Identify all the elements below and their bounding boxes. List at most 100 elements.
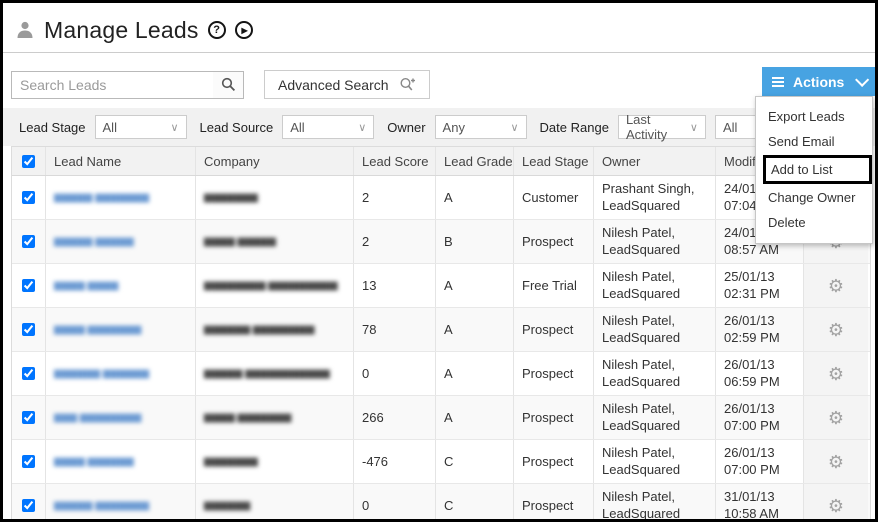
gear-icon[interactable]: ⚙ bbox=[827, 407, 845, 428]
search-plus-icon bbox=[400, 77, 415, 91]
column-header-lead-stage[interactable]: Lead Stage bbox=[514, 147, 594, 175]
menu-item-delete[interactable]: Delete bbox=[768, 215, 806, 230]
lead-grade-cell: A bbox=[436, 176, 514, 219]
lead-stage-cell: Prospect bbox=[514, 308, 594, 351]
filter-label-date-range: Date Range bbox=[539, 119, 609, 135]
table-row: ▆▆▆▆ ▆▆▆▆ ▆▆▆▆▆▆▆▆ ▆▆▆▆▆▆▆▆▆ 13 A Free T… bbox=[12, 264, 870, 308]
chevron-down-icon: ∨ bbox=[170, 121, 179, 134]
company-redacted: ▆▆▆▆▆▆▆▆ ▆▆▆▆▆▆▆▆▆ bbox=[204, 280, 338, 291]
filter-label-lead-source: Lead Source bbox=[199, 119, 274, 135]
lead-name-link-redacted[interactable]: ▆▆▆▆ ▆▆▆▆ bbox=[54, 280, 119, 291]
owner-cell: Nilesh Patel, LeadSquared bbox=[602, 312, 681, 345]
lead-score-cell: 2 bbox=[354, 220, 436, 263]
modified-on-cell: 26/01/13 06:59 PM bbox=[724, 356, 780, 389]
gear-icon[interactable]: ⚙ bbox=[827, 363, 845, 384]
lead-stage-cell: Prospect bbox=[514, 396, 594, 439]
gear-icon[interactable]: ⚙ bbox=[827, 319, 845, 340]
search-row: Advanced Search bbox=[11, 70, 875, 99]
owner-cell: Nilesh Patel, LeadSquared bbox=[602, 224, 681, 257]
row-checkbox[interactable] bbox=[22, 499, 35, 512]
actions-button-label: Actions bbox=[793, 73, 845, 90]
menu-item-add-to-list[interactable]: Add to List bbox=[763, 155, 872, 184]
menu-item-export-leads[interactable]: Export Leads bbox=[768, 109, 845, 124]
row-checkbox[interactable] bbox=[22, 323, 35, 336]
row-checkbox[interactable] bbox=[22, 455, 35, 468]
lead-score-cell: 13 bbox=[354, 264, 436, 307]
date-range-select[interactable]: Last Activity ∨ bbox=[617, 112, 706, 142]
leads-table: Lead Name Company Lead Score Lead Grade … bbox=[11, 146, 871, 521]
row-checkbox[interactable] bbox=[22, 235, 35, 248]
row-checkbox[interactable] bbox=[22, 191, 35, 204]
lead-score-cell: -476 bbox=[354, 440, 436, 483]
lead-stage-cell: Prospect bbox=[514, 484, 594, 519]
lead-name-link-redacted[interactable]: ▆▆▆▆▆ ▆▆▆▆▆ bbox=[54, 236, 134, 247]
filter-bar: Lead Stage All ∨ Lead Source All ∨ Owner A… bbox=[3, 108, 875, 146]
lead-grade-cell: C bbox=[436, 484, 514, 519]
row-checkbox[interactable] bbox=[22, 411, 35, 424]
modified-on-cell: 26/01/13 07:00 PM bbox=[724, 400, 780, 433]
company-redacted: ▆▆▆▆▆▆▆ bbox=[204, 456, 258, 467]
lead-name-link-redacted[interactable]: ▆▆▆▆▆ ▆▆▆▆▆▆▆ bbox=[54, 192, 150, 203]
owner-cell: Prashant Singh, LeadSquared bbox=[602, 180, 695, 213]
lead-name-link-redacted[interactable]: ▆▆▆▆▆ ▆▆▆▆▆▆▆ bbox=[54, 500, 150, 511]
table-row: ▆▆▆▆ ▆▆▆▆▆▆▆ ▆▆▆▆▆▆ ▆▆▆▆▆▆▆▆ 78 A Prospe… bbox=[12, 308, 870, 352]
play-video-icon[interactable]: ▶ bbox=[234, 21, 253, 39]
company-redacted: ▆▆▆▆▆▆ ▆▆▆▆▆▆▆▆ bbox=[204, 324, 315, 335]
column-header-lead-grade[interactable]: Lead Grade bbox=[436, 147, 514, 175]
company-redacted: ▆▆▆▆▆▆ bbox=[204, 500, 251, 511]
lead-grade-cell: A bbox=[436, 264, 514, 307]
owner-select[interactable]: Any ∨ bbox=[434, 115, 527, 139]
gear-icon[interactable]: ⚙ bbox=[827, 451, 845, 472]
date-range-value: Last Activity bbox=[625, 112, 668, 142]
search-icon bbox=[221, 77, 235, 92]
table-row: ▆▆▆▆▆ ▆▆▆▆▆▆▆ ▆▆▆▆▆▆ 0 C Prospect Nilesh… bbox=[12, 484, 870, 521]
actions-dropdown-menu: Export Leads Send Email Add to List Chan… bbox=[755, 96, 873, 244]
lead-grade-cell: A bbox=[436, 396, 514, 439]
search-button[interactable] bbox=[213, 71, 243, 98]
lead-name-link-redacted[interactable]: ▆▆▆▆▆▆ ▆▆▆▆▆▆ bbox=[54, 368, 150, 379]
lead-stage-select[interactable]: All ∨ bbox=[94, 115, 187, 139]
owner-cell: Nilesh Patel, LeadSquared bbox=[602, 400, 681, 433]
advanced-search-label: Advanced Search bbox=[278, 76, 389, 93]
table-row: ▆▆▆▆▆ ▆▆▆▆▆▆▆ ▆▆▆▆▆▆▆ 2 A Customer Prash… bbox=[12, 176, 870, 220]
lead-stage-value: All bbox=[102, 119, 117, 135]
column-header-lead-name[interactable]: Lead Name bbox=[46, 147, 196, 175]
column-header-owner[interactable]: Owner bbox=[594, 147, 716, 175]
lead-stage-cell: Free Trial bbox=[514, 264, 594, 307]
chevron-down-icon: ∨ bbox=[358, 121, 367, 134]
filter-label-lead-stage: Lead Stage bbox=[19, 119, 86, 135]
column-header-company[interactable]: Company bbox=[196, 147, 354, 175]
hamburger-icon bbox=[772, 76, 784, 87]
row-checkbox[interactable] bbox=[22, 367, 35, 380]
lead-name-link-redacted[interactable]: ▆▆▆▆ ▆▆▆▆▆▆ bbox=[54, 456, 134, 467]
owner-value: Any bbox=[442, 119, 465, 135]
lead-score-cell: 2 bbox=[354, 176, 436, 219]
search-input[interactable] bbox=[12, 71, 213, 98]
lead-name-link-redacted[interactable]: ▆▆▆▆ ▆▆▆▆▆▆▆ bbox=[54, 324, 142, 335]
filter-label-owner: Owner bbox=[387, 119, 426, 135]
lead-grade-cell: A bbox=[436, 308, 514, 351]
gear-icon[interactable]: ⚙ bbox=[827, 495, 845, 516]
menu-item-change-owner[interactable]: Change Owner bbox=[768, 190, 856, 205]
actions-button[interactable]: Actions bbox=[762, 67, 875, 96]
menu-item-send-email[interactable]: Send Email bbox=[768, 134, 835, 149]
owner-cell: Nilesh Patel, LeadSquared bbox=[602, 268, 681, 301]
company-redacted: ▆▆▆▆ ▆▆▆▆▆ bbox=[204, 236, 276, 247]
row-checkbox[interactable] bbox=[22, 279, 35, 292]
select-all-checkbox[interactable] bbox=[22, 154, 35, 168]
column-header-lead-score[interactable]: Lead Score bbox=[354, 147, 436, 175]
modified-on-cell: 25/01/13 02:31 PM bbox=[724, 268, 780, 301]
modified-on-cell: 31/01/13 10:58 AM bbox=[724, 488, 779, 521]
table-header-row: Lead Name Company Lead Score Lead Grade … bbox=[12, 147, 870, 176]
gear-icon[interactable]: ⚙ bbox=[827, 275, 845, 296]
lead-name-link-redacted[interactable]: ▆▆▆ ▆▆▆▆▆▆▆▆ bbox=[54, 412, 142, 423]
table-row: ▆▆▆▆▆▆ ▆▆▆▆▆▆ ▆▆▆▆▆ ▆▆▆▆▆▆▆▆▆▆▆ 0 A Pros… bbox=[12, 352, 870, 396]
lead-grade-cell: C bbox=[436, 440, 514, 483]
advanced-search-button[interactable]: Advanced Search bbox=[264, 70, 430, 99]
help-icon[interactable]: ? bbox=[207, 21, 226, 39]
modified-on-cell: 26/01/13 02:59 PM bbox=[724, 312, 780, 345]
lead-source-select[interactable]: All ∨ bbox=[282, 115, 375, 139]
lead-grade-cell: B bbox=[436, 220, 514, 263]
owner-cell: Nilesh Patel, LeadSquared bbox=[602, 488, 681, 521]
